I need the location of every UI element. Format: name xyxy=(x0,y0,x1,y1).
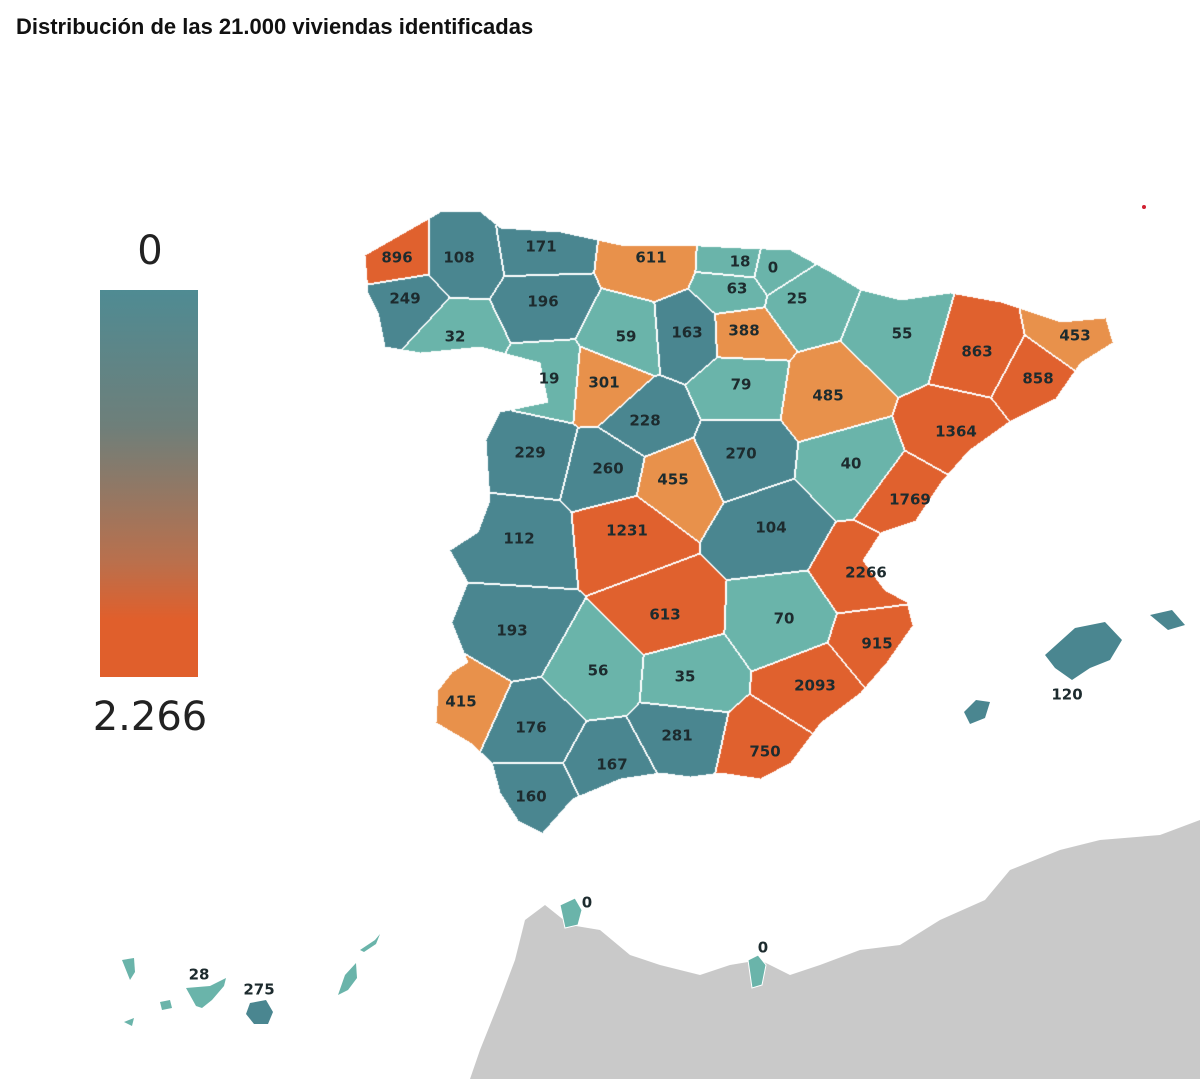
melilla-region xyxy=(747,954,767,989)
province-value-label: 56 xyxy=(588,662,609,680)
province-value-label: 281 xyxy=(661,727,692,745)
province-value-label: 858 xyxy=(1022,370,1053,388)
province-value-label: 108 xyxy=(443,249,474,267)
mallorca-island xyxy=(1045,622,1122,680)
province-value-label: 1769 xyxy=(889,491,931,509)
province-value-label: 485 xyxy=(812,387,843,405)
province-value-label: 1231 xyxy=(606,522,648,540)
province-value-label: 40 xyxy=(841,455,862,473)
province-value-label: 176 xyxy=(515,719,546,737)
province-value-label: 750 xyxy=(749,743,780,761)
province-value-label: 388 xyxy=(728,322,759,340)
province-value-label: 270 xyxy=(725,445,756,463)
province-value-label: 167 xyxy=(596,756,627,774)
legend-max-label: 2.266 xyxy=(92,694,208,740)
province-value-label: 55 xyxy=(892,325,913,343)
province-value-label: 104 xyxy=(755,519,786,537)
baleares-value-label: 120 xyxy=(1051,686,1082,704)
province-value-label: 18 xyxy=(730,253,751,271)
red-dot-marker xyxy=(1142,205,1146,209)
province-value-label: 32 xyxy=(445,328,466,346)
province-value-label: 260 xyxy=(592,460,623,478)
melilla-value-label: 0 xyxy=(758,939,768,957)
province-value-label: 915 xyxy=(861,635,892,653)
legend-min-label: 0 xyxy=(137,228,163,274)
province-value-label: 229 xyxy=(514,444,545,462)
province-value-label: 0 xyxy=(768,259,778,277)
el-hierro-island xyxy=(124,1018,134,1026)
fuerteventura-island xyxy=(338,963,357,995)
province-value-label: 613 xyxy=(649,606,680,624)
ibiza-island xyxy=(964,700,990,724)
province-value-label: 63 xyxy=(727,280,748,298)
gran-canaria-island xyxy=(246,1000,273,1024)
africa-landmass xyxy=(470,820,1200,1079)
province-value-label: 415 xyxy=(445,693,476,711)
province-value-label: 193 xyxy=(496,622,527,640)
ceuta-region xyxy=(559,897,583,929)
province-value-label: 249 xyxy=(389,290,420,308)
province-value-label: 2093 xyxy=(794,677,836,695)
province-value-label: 163 xyxy=(671,324,702,342)
las-palmas-value-label: 275 xyxy=(243,981,274,999)
province-value-label: 160 xyxy=(515,788,546,806)
province-value-label: 171 xyxy=(525,238,556,256)
tenerife-island xyxy=(186,978,226,1008)
menorca-island xyxy=(1150,610,1185,630)
province-value-label: 1364 xyxy=(935,423,977,441)
province-value-label: 196 xyxy=(527,293,558,311)
province-value-label: 70 xyxy=(774,610,795,628)
province-value-label: 228 xyxy=(629,412,660,430)
province-value-label: 896 xyxy=(381,249,412,267)
santa-cruz-de-tenerife-value-label: 28 xyxy=(189,966,210,984)
province-value-label: 59 xyxy=(616,328,637,346)
province-value-label: 19 xyxy=(539,370,560,388)
province-value-label: 35 xyxy=(675,668,696,686)
province-value-label: 453 xyxy=(1059,327,1090,345)
province-value-label: 25 xyxy=(787,290,808,308)
lanzarote-island xyxy=(360,934,380,952)
province-value-label: 301 xyxy=(588,374,619,392)
ceuta-value-label: 0 xyxy=(582,894,592,912)
la-palma-island xyxy=(122,958,135,980)
province-value-label: 455 xyxy=(657,471,688,489)
province-value-label: 112 xyxy=(503,530,534,548)
province-value-label: 611 xyxy=(635,249,666,267)
province-value-label: 863 xyxy=(961,343,992,361)
province-value-label: 2266 xyxy=(845,564,887,582)
la-gomera-island xyxy=(160,1000,172,1010)
province-value-label: 79 xyxy=(731,376,752,394)
legend-color-bar xyxy=(100,290,198,677)
map-title: Distribución de las 21.000 viviendas ide… xyxy=(16,14,534,39)
